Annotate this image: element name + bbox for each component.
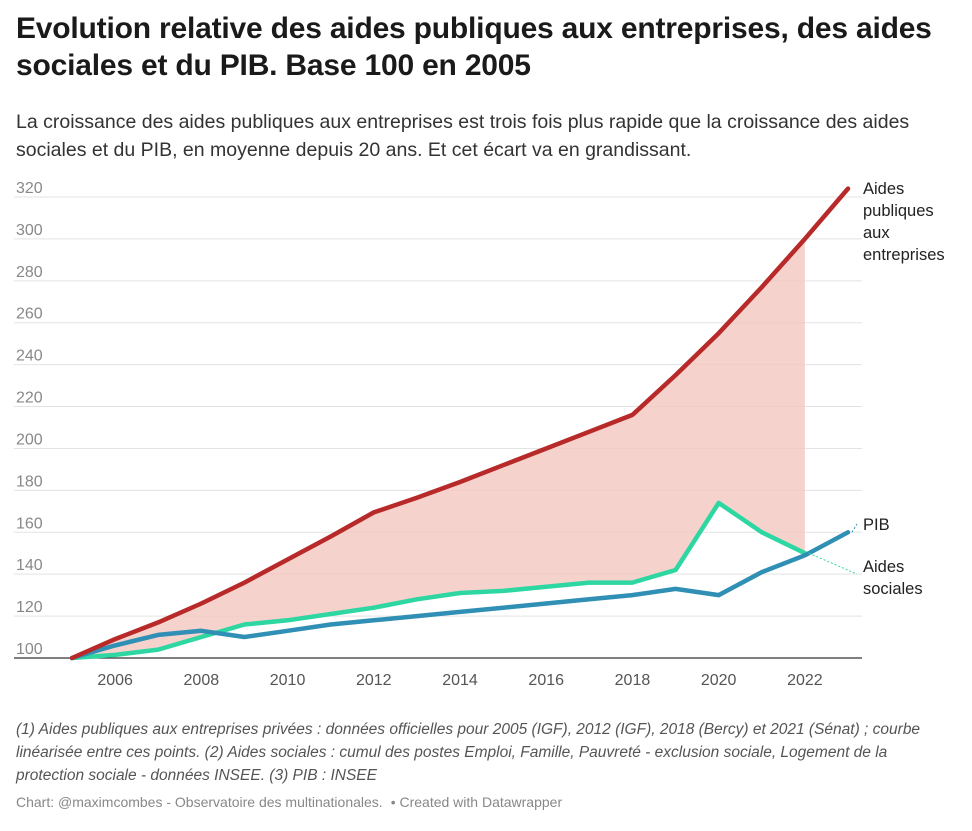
chart-notes: (1) Aides publiques aux entreprises priv… xyxy=(16,721,921,784)
y-tick-label-240: 240 xyxy=(16,348,43,365)
series-lines xyxy=(69,186,851,661)
series-label-aides-publiques-aux-entreprises: Aides publiques aux entreprises xyxy=(863,180,945,264)
x-tick-label-2006: 2006 xyxy=(97,672,133,689)
series-label-pib: PIB xyxy=(863,516,890,534)
x-tick-label-2012: 2012 xyxy=(356,672,392,689)
y-tick-label-200: 200 xyxy=(16,431,43,448)
y-tick-label-300: 300 xyxy=(16,222,43,239)
y-tick-label-320: 320 xyxy=(16,180,43,197)
x-tick-label-2020: 2020 xyxy=(701,672,737,689)
credit-tool: • Created with Datawrapper xyxy=(390,794,563,810)
x-tick-label-2008: 2008 xyxy=(184,672,220,689)
series-label-line: PIB xyxy=(863,516,890,534)
series-label-line: publiques xyxy=(863,202,934,220)
leader-line-pib xyxy=(851,523,858,533)
chart-title: Evolution relative des aides publiques a… xyxy=(16,12,932,82)
chart-credit: Chart: @maximcombes - Observatoire des m… xyxy=(16,794,562,810)
y-tick-label-100: 100 xyxy=(16,641,43,658)
x-tick-label-2014: 2014 xyxy=(442,672,478,689)
y-tick-label-120: 120 xyxy=(16,599,43,616)
shaded-area xyxy=(72,238,805,658)
y-tick-label-160: 160 xyxy=(16,515,43,532)
series-label-line: sociales xyxy=(863,580,923,598)
y-tick-label-140: 140 xyxy=(16,557,43,574)
y-tick-label-220: 220 xyxy=(16,390,43,407)
x-tick-label-2022: 2022 xyxy=(787,672,823,689)
y-tick-label-180: 180 xyxy=(16,473,43,490)
series-label-aides-sociales: Aides sociales xyxy=(863,558,923,598)
x-tick-label-2010: 2010 xyxy=(270,672,306,689)
series-line-aides-sociales xyxy=(69,500,808,661)
x-axis: 2006 2008 2010 2012 2014 2016 2018 2020 2022 xyxy=(97,672,822,689)
x-tick-label-2016: 2016 xyxy=(528,672,564,689)
leader-line-aides-sociales xyxy=(808,552,858,575)
y-tick-label-280: 280 xyxy=(16,264,43,281)
series-label-line: aux xyxy=(863,224,890,242)
series-label-line: Aides xyxy=(863,558,904,576)
series-label-line: Aides xyxy=(863,180,904,198)
line-chart: 100 120 140 160 180 200 220 240 260 280 300 320 200… xyxy=(14,180,945,689)
x-tick-label-2018: 2018 xyxy=(615,672,651,689)
shaded-area-between-series xyxy=(72,238,805,658)
credit-source: Chart: @maximcombes - Observatoire des m… xyxy=(16,794,383,810)
series-label-line: entreprises xyxy=(863,246,945,264)
series-labels: Aides publiques aux entreprises Aides sociale… xyxy=(808,180,945,598)
y-tick-label-260: 260 xyxy=(16,306,43,323)
chart-subtitle: La croissance des aides publiques aux en… xyxy=(16,111,910,161)
y-axis: 100 120 140 160 180 200 220 240 260 280 300 320 xyxy=(16,180,43,658)
